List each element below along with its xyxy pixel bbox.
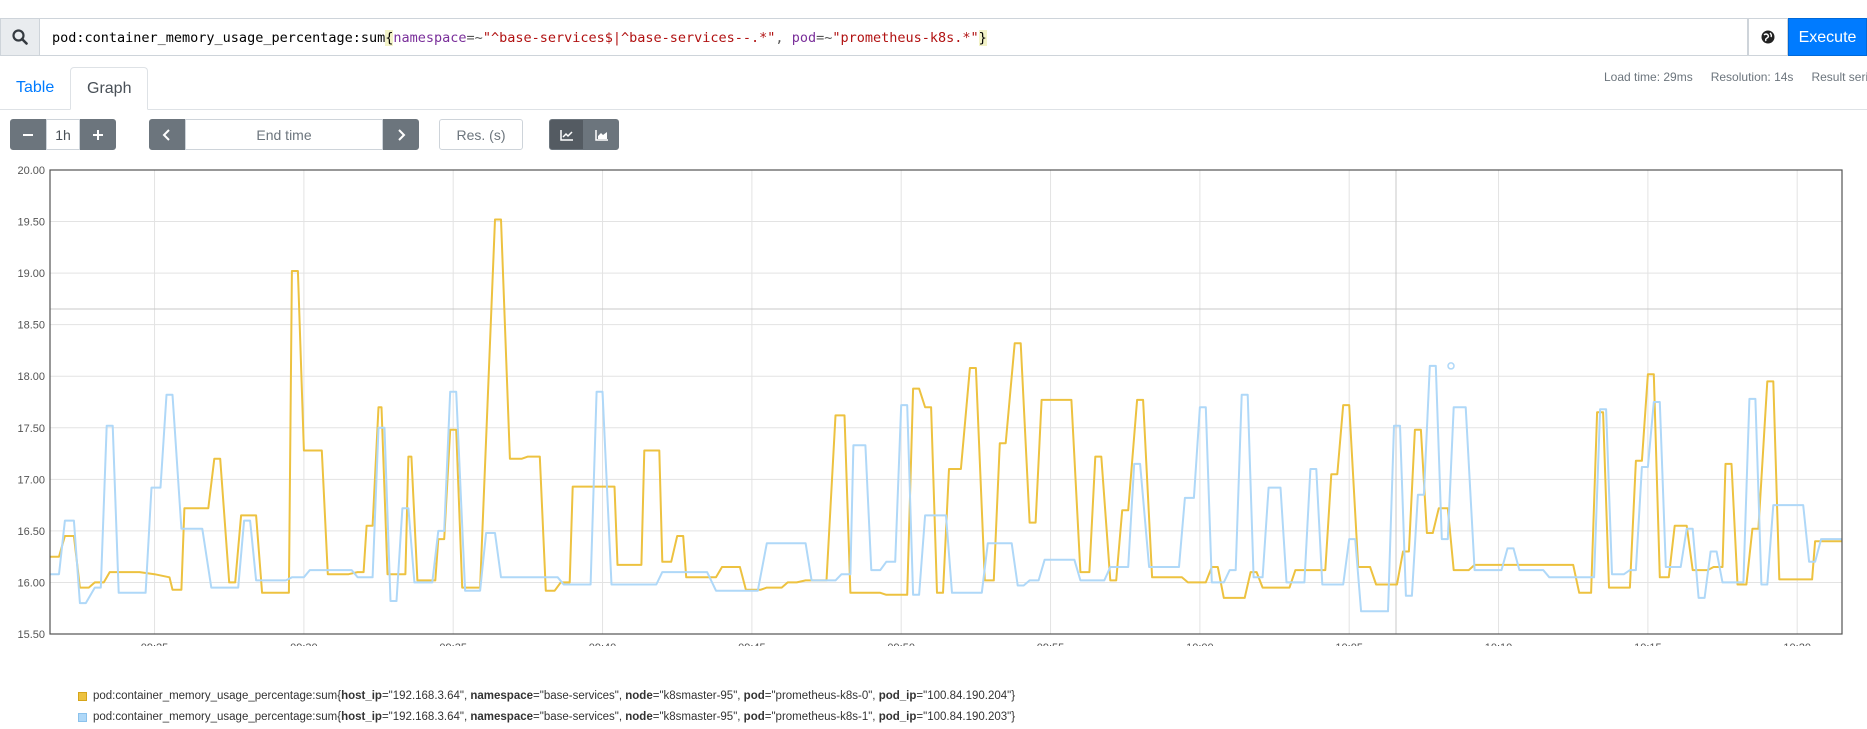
metrics-explorer-button[interactable] — [1748, 18, 1788, 56]
x-tick-label: 09:50 — [887, 642, 915, 646]
range-input[interactable]: 1h — [46, 119, 80, 150]
y-tick-label: 19.00 — [17, 268, 45, 280]
result-series: Result series: 2 — [1811, 70, 1867, 84]
legend-label-value: ="192.168.3.64", — [381, 711, 471, 723]
query-op: =~ — [466, 30, 483, 46]
legend-label-value: ="100.84.190.203"} — [916, 711, 1016, 723]
view-tabs: Table Graph — [0, 67, 1867, 110]
tab-graph[interactable]: Graph — [70, 67, 149, 110]
plus-icon — [93, 129, 103, 140]
query-op: =~ — [816, 30, 833, 46]
legend-label-key: namespace — [470, 711, 534, 723]
line-chart-button[interactable] — [549, 119, 584, 150]
end-time-input[interactable]: End time — [185, 119, 383, 150]
series-swatch — [78, 692, 87, 701]
tab-table[interactable]: Table — [16, 79, 55, 96]
x-tick-label: 10:00 — [1186, 642, 1214, 646]
query-value-pod: "prometheus-k8s.*" — [832, 30, 979, 46]
legend-label-value: ="base-services", — [533, 690, 626, 702]
x-tick-label: 10:15 — [1634, 642, 1662, 646]
legend-text: pod:container_memory_usage_percentage:su… — [93, 686, 1015, 707]
legend-label-value: ="base-services", — [533, 711, 626, 723]
decrease-range-button[interactable] — [10, 119, 46, 150]
end-time-back-button[interactable] — [149, 119, 185, 150]
minus-icon — [23, 133, 33, 136]
legend-label-key: pod — [743, 690, 765, 702]
query-row: pod:container_memory_usage_percentage:su… — [0, 18, 1867, 56]
y-tick-label: 17.00 — [17, 474, 45, 486]
graph-area[interactable]: 15.50 16.00 16.50 17.00 17.50 18.00 18.50 19.00… — [0, 165, 1867, 654]
legend-label-value: ="prometheus-k8s-1", — [764, 711, 879, 723]
legend-label-key: host_ip — [341, 690, 382, 702]
legend-label-key: pod_ip — [878, 711, 917, 723]
legend-text: pod:container_memory_usage_percentage:su… — [93, 707, 1015, 728]
increase-range-button[interactable] — [80, 119, 116, 150]
legend-label-key: node — [625, 690, 653, 702]
y-tick-label: 20.00 — [17, 166, 45, 177]
chevron-right-icon — [398, 128, 406, 141]
line-chart-icon — [559, 129, 573, 141]
legend-label-key: namespace — [470, 690, 534, 702]
legend-item[interactable]: pod:container_memory_usage_percentage:su… — [78, 686, 1015, 707]
x-tick-label: 10:05 — [1335, 642, 1363, 646]
legend-label-value: ="100.84.190.204"} — [916, 690, 1016, 702]
graph-legend: pod:container_memory_usage_percentage:su… — [78, 686, 1015, 728]
resolution: Resolution: 14s — [1710, 70, 1794, 84]
series-line-1 — [50, 364, 1842, 613]
y-tick-label: 18.00 — [17, 371, 45, 383]
load-time: Load time: 29ms — [1604, 70, 1693, 84]
x-tick-label: 09:55 — [1037, 642, 1065, 646]
expression-input[interactable]: pod:container_memory_usage_percentage:su… — [40, 18, 1748, 56]
legend-metric: pod:container_memory_usage_percentage:su… — [93, 690, 342, 702]
y-tick-label: 17.50 — [17, 423, 45, 435]
x-tick-label: 09:45 — [738, 642, 766, 646]
x-tick-label: 09:35 — [439, 642, 467, 646]
legend-item[interactable]: pod:container_memory_usage_percentage:su… — [78, 707, 1015, 728]
legend-label-value: ="k8smaster-95", — [652, 690, 744, 702]
query-metric: pod:container_memory_usage_percentage:su… — [52, 30, 386, 46]
x-tick-label: 10:10 — [1485, 642, 1513, 646]
legend-label-value: ="192.168.3.64", — [381, 690, 471, 702]
legend-label-value: ="prometheus-k8s-0", — [764, 690, 879, 702]
globe-icon — [1761, 30, 1775, 44]
y-tick-label: 18.50 — [17, 320, 45, 332]
x-tick-label: 09:40 — [589, 642, 617, 646]
legend-label-key: host_ip — [341, 711, 382, 723]
stacked-chart-button[interactable] — [584, 119, 619, 150]
query-label-namespace: namespace — [393, 30, 467, 46]
legend-label-value: ="k8smaster-95", — [652, 711, 744, 723]
query-stats: Load time: 29ms Resolution: 14s Result ser… — [1604, 70, 1867, 84]
x-tick-label: 10:20 — [1783, 642, 1811, 646]
query-value-namespace: "^base-services$|^base-services--.*" — [482, 30, 776, 46]
resolution-input[interactable]: Res. (s) — [439, 119, 523, 150]
series-line-0 — [50, 218, 1842, 599]
hover-point — [1447, 362, 1455, 370]
legend-label-key: pod — [743, 711, 765, 723]
search-icon[interactable] — [0, 18, 40, 56]
y-tick-label: 16.00 — [17, 577, 45, 589]
series-swatch — [78, 713, 87, 722]
query-label-pod: pod — [791, 30, 817, 46]
memory-usage-chart[interactable]: 15.50 16.00 16.50 17.00 17.50 18.00 18.50 19.00… — [0, 165, 1867, 654]
legend-label-key: pod_ip — [878, 690, 917, 702]
y-tick-label: 15.50 — [17, 629, 45, 641]
legend-metric: pod:container_memory_usage_percentage:su… — [93, 711, 342, 723]
plot-border — [49, 169, 1843, 635]
x-tick-label: 09:30 — [290, 642, 318, 646]
y-tick-label: 19.50 — [17, 217, 45, 229]
legend-label-key: node — [625, 711, 653, 723]
chevron-left-icon — [162, 128, 170, 141]
end-time-forward-button[interactable] — [383, 119, 419, 150]
execute-button[interactable]: Execute — [1788, 18, 1867, 56]
x-tick-label: 09:25 — [141, 642, 169, 646]
area-chart-icon — [594, 129, 608, 141]
y-tick-label: 16.50 — [17, 526, 45, 538]
